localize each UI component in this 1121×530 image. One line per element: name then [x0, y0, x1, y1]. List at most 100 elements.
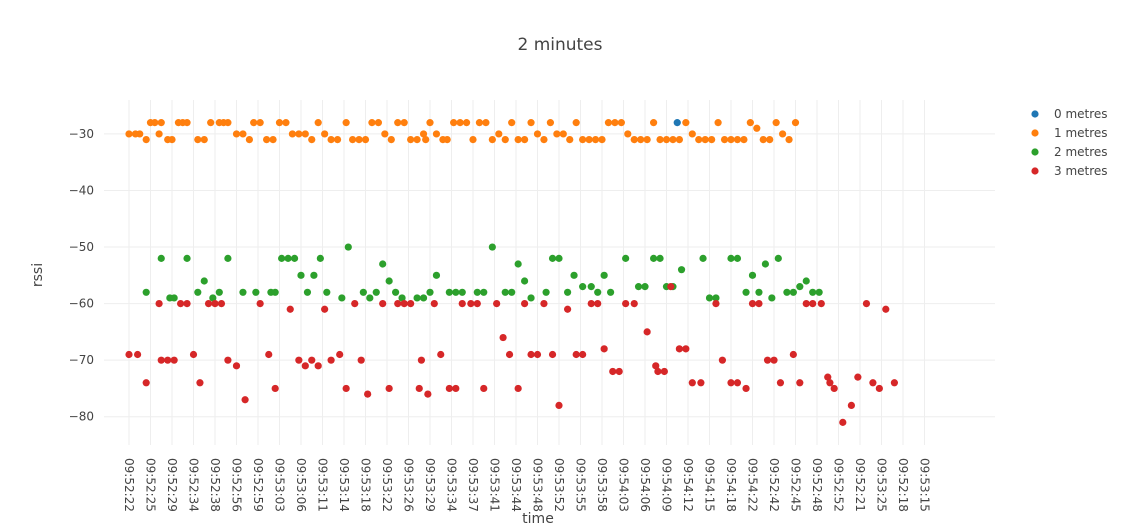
data-point[interactable]: [204, 300, 213, 308]
data-point[interactable]: [462, 119, 471, 127]
data-point[interactable]: [488, 135, 496, 144]
data-point[interactable]: [617, 119, 625, 127]
data-point[interactable]: [256, 119, 264, 127]
data-point[interactable]: [342, 384, 350, 393]
data-point[interactable]: [189, 350, 198, 359]
data-point[interactable]: [789, 350, 797, 359]
data-point[interactable]: [501, 288, 509, 296]
data-point[interactable]: [493, 300, 501, 308]
data-point[interactable]: [394, 300, 402, 308]
data-point[interactable]: [392, 288, 400, 296]
data-point[interactable]: [826, 379, 834, 387]
data-point[interactable]: [374, 119, 382, 127]
data-point[interactable]: [697, 379, 705, 387]
data-point[interactable]: [688, 130, 696, 138]
data-point[interactable]: [624, 130, 632, 138]
data-point[interactable]: [656, 254, 664, 262]
data-point[interactable]: [314, 119, 322, 127]
data-point[interactable]: [209, 294, 217, 302]
data-point[interactable]: [301, 362, 309, 370]
data-point[interactable]: [200, 277, 208, 285]
data-point[interactable]: [379, 300, 387, 308]
data-point[interactable]: [170, 294, 178, 302]
data-point[interactable]: [753, 124, 761, 132]
data-point[interactable]: [652, 362, 660, 370]
data-point[interactable]: [667, 283, 675, 291]
data-point[interactable]: [783, 288, 791, 296]
data-point[interactable]: [505, 350, 514, 359]
data-point[interactable]: [641, 283, 649, 291]
data-point[interactable]: [157, 119, 165, 127]
data-point[interactable]: [295, 356, 303, 364]
data-point[interactable]: [286, 305, 294, 313]
data-point[interactable]: [413, 135, 421, 144]
data-point[interactable]: [594, 288, 602, 296]
data-point[interactable]: [875, 384, 883, 393]
data-point[interactable]: [882, 305, 890, 313]
data-point[interactable]: [688, 379, 696, 387]
data-point[interactable]: [480, 384, 488, 393]
data-point[interactable]: [482, 119, 490, 127]
data-point[interactable]: [344, 243, 352, 251]
data-point[interactable]: [809, 288, 817, 296]
data-point[interactable]: [701, 135, 709, 144]
data-point[interactable]: [615, 367, 623, 376]
data-point[interactable]: [473, 300, 481, 308]
data-point[interactable]: [232, 362, 241, 370]
data-point[interactable]: [282, 119, 290, 127]
data-point[interactable]: [712, 300, 720, 308]
data-point[interactable]: [776, 379, 785, 387]
data-point[interactable]: [368, 119, 376, 127]
data-point[interactable]: [196, 379, 204, 387]
data-point[interactable]: [314, 362, 322, 370]
data-point[interactable]: [594, 300, 602, 308]
data-point[interactable]: [669, 135, 677, 144]
data-point[interactable]: [564, 288, 572, 296]
data-point[interactable]: [200, 135, 208, 144]
data-point[interactable]: [555, 401, 563, 410]
data-point[interactable]: [170, 356, 178, 364]
legend-item[interactable]: 3 metres: [1031, 164, 1108, 178]
data-point[interactable]: [458, 300, 466, 308]
data-point[interactable]: [727, 379, 735, 387]
data-point[interactable]: [297, 271, 305, 279]
data-point[interactable]: [419, 130, 428, 138]
data-point[interactable]: [250, 119, 258, 127]
data-point[interactable]: [183, 300, 191, 308]
data-point[interactable]: [473, 288, 481, 296]
data-point[interactable]: [239, 288, 247, 296]
data-point[interactable]: [622, 300, 630, 308]
data-point[interactable]: [809, 300, 817, 308]
data-point[interactable]: [763, 356, 772, 364]
data-point[interactable]: [815, 288, 823, 296]
data-point[interactable]: [847, 401, 856, 410]
data-point[interactable]: [540, 135, 548, 144]
data-point[interactable]: [634, 283, 643, 291]
data-point[interactable]: [333, 135, 342, 144]
data-point[interactable]: [323, 288, 331, 296]
data-point[interactable]: [224, 119, 232, 127]
data-point[interactable]: [542, 288, 550, 296]
data-point[interactable]: [770, 356, 778, 364]
data-point[interactable]: [142, 135, 150, 144]
data-point[interactable]: [656, 135, 664, 144]
data-point[interactable]: [142, 379, 150, 387]
data-point[interactable]: [591, 135, 600, 144]
data-point[interactable]: [508, 119, 516, 127]
data-point[interactable]: [452, 288, 460, 296]
data-point[interactable]: [155, 300, 163, 308]
data-point[interactable]: [136, 130, 144, 138]
data-point[interactable]: [450, 119, 458, 127]
data-point[interactable]: [650, 254, 658, 262]
data-point[interactable]: [540, 300, 548, 308]
data-point[interactable]: [372, 288, 380, 296]
data-point[interactable]: [637, 135, 645, 144]
data-point[interactable]: [708, 135, 716, 144]
legend[interactable]: 0 metres 1 metres 2 metres 3 metres: [1031, 107, 1108, 178]
data-point[interactable]: [301, 130, 309, 138]
data-point[interactable]: [456, 119, 464, 127]
data-point[interactable]: [824, 373, 832, 381]
data-point[interactable]: [555, 254, 563, 262]
data-point[interactable]: [308, 135, 316, 144]
data-point[interactable]: [768, 294, 776, 302]
